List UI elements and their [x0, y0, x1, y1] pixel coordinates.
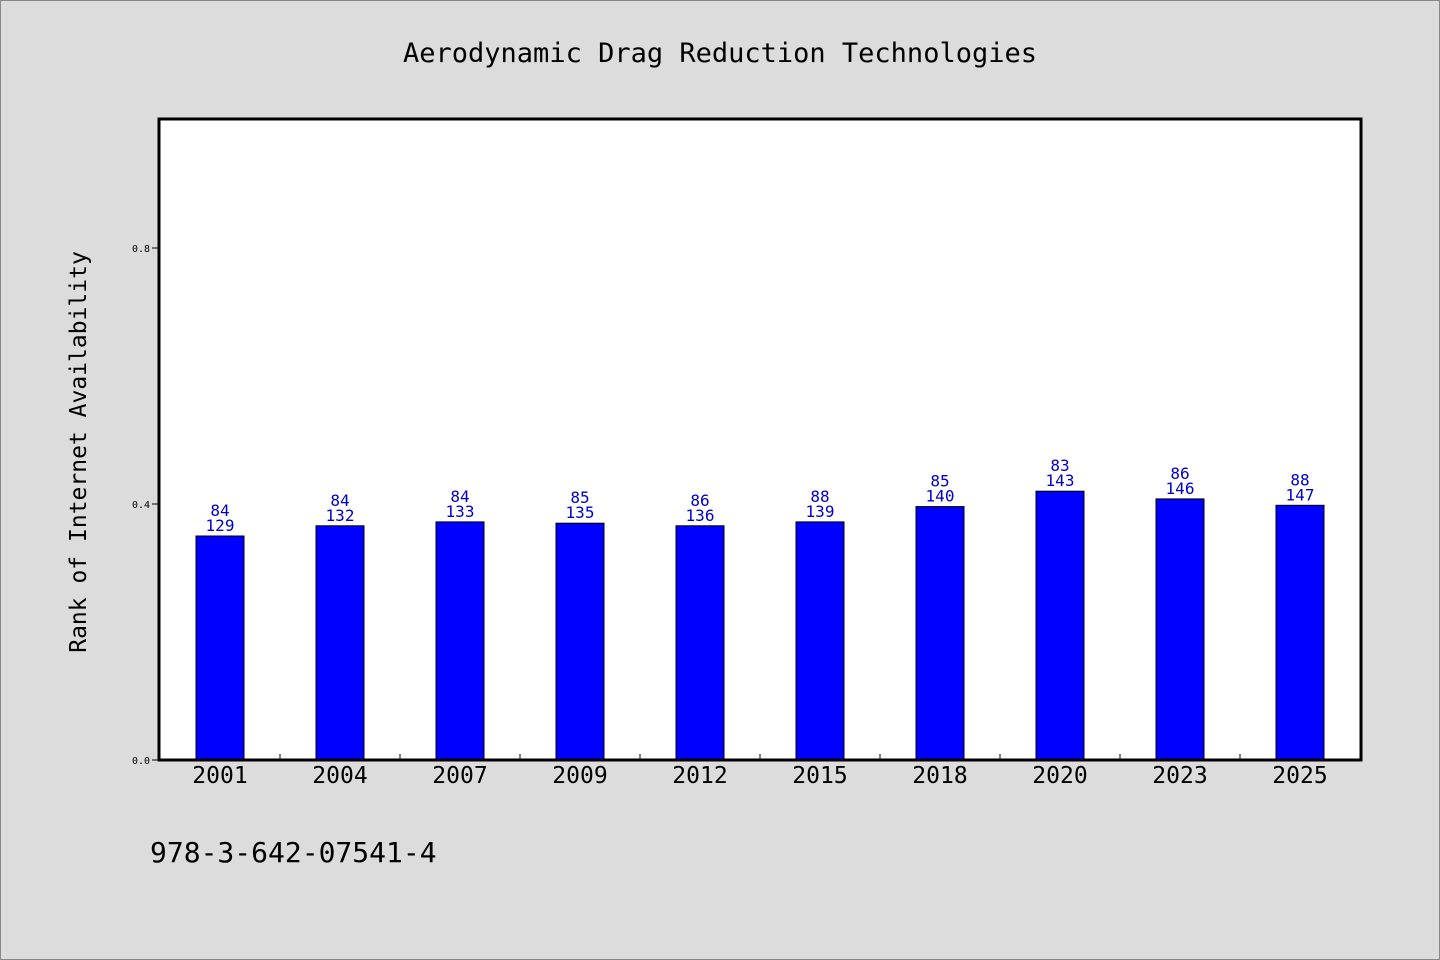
x-tick-label-2025: 2025 [1272, 763, 1327, 789]
bar-2018 [915, 506, 965, 761]
x-tick-label-2007: 2007 [432, 763, 487, 789]
x-tick-label-2023: 2023 [1152, 763, 1207, 789]
bar-2025 [1275, 504, 1325, 761]
y-tick-label-2: 0.8 [132, 244, 150, 255]
bar-label-bottom-2025: 147 [1286, 485, 1315, 504]
bar-label-bottom-2023: 146 [1166, 479, 1195, 498]
x-tick-label-2009: 2009 [552, 763, 607, 789]
bar-2004 [315, 525, 365, 761]
x-tick-label-2018: 2018 [912, 763, 967, 789]
bar-2023 [1155, 498, 1205, 761]
bar-2001 [195, 535, 245, 761]
x-tick-label-2015: 2015 [792, 763, 847, 789]
bars-group: 8412984132841338513586136881398514083143… [195, 456, 1325, 761]
bar-label-top-2025: 88 [1290, 470, 1309, 489]
bar-label-top-2001: 84 [210, 501, 229, 520]
bar-2009 [555, 522, 605, 761]
ticks-group: 2001 2004 2007 2009 2012 2015 2018 2020 2023 2025… [132, 244, 1328, 789]
x-tick-label-2012: 2012 [672, 763, 727, 789]
bar-2012 [675, 525, 725, 761]
bar-label-bottom-2009: 135 [566, 503, 595, 522]
x-tick-label-2004: 2004 [312, 763, 367, 789]
bar-label-top-2015: 88 [810, 487, 829, 506]
y-tick-label-1: 0.4 [132, 500, 150, 511]
plot-border [157, 117, 1363, 762]
bar-label-top-2012: 86 [690, 491, 709, 510]
y-tick-label-0: 0.0 [132, 756, 150, 767]
bar-2015 [795, 521, 845, 761]
chart-title: Aerodynamic Drag Reduction Technologies [403, 38, 1037, 69]
bar-label-bottom-2018: 140 [926, 487, 955, 506]
bar-label-bottom-2007: 133 [446, 502, 475, 521]
bar-label-top-2020: 83 [1050, 456, 1069, 475]
x-tick-label-2001: 2001 [192, 763, 247, 789]
bar-label-bottom-2015: 139 [806, 502, 835, 521]
bar-label-top-2009: 85 [570, 488, 589, 507]
bar-label-bottom-2012: 136 [686, 506, 715, 525]
bar-label-bottom-2020: 143 [1046, 471, 1075, 490]
x-tick-label-2020: 2020 [1032, 763, 1087, 789]
bar-label-top-2023: 86 [1170, 464, 1189, 483]
bar-label-top-2018: 85 [930, 472, 949, 491]
bar-label-bottom-2004: 132 [326, 506, 355, 525]
bar-label-top-2007: 84 [450, 487, 469, 506]
bar-label-top-2004: 84 [330, 491, 349, 510]
bar-label-bottom-2001: 129 [206, 516, 235, 535]
bar-2007 [435, 521, 485, 761]
y-axis-label: Rank of Internet Availability [66, 251, 92, 653]
isbn-text: 978-3-642-07541-4 [150, 836, 437, 869]
bar-2020 [1035, 490, 1085, 761]
